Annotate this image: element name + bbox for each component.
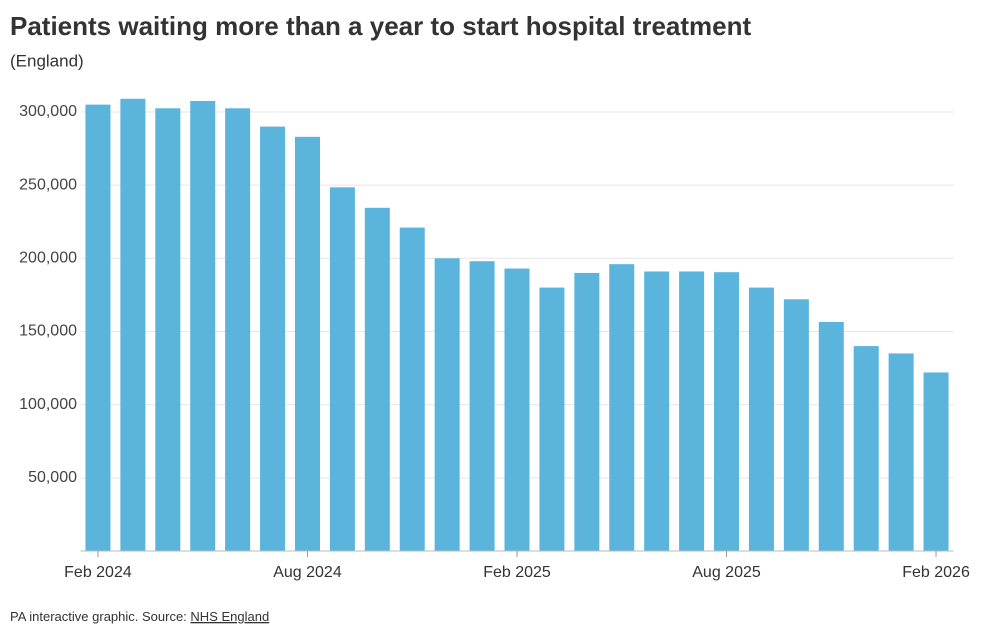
x-tick-label: Feb 2025 xyxy=(483,564,551,581)
bar xyxy=(364,207,390,552)
bar xyxy=(155,108,181,552)
bar xyxy=(225,108,251,552)
y-tick-label: 300,000 xyxy=(19,103,77,120)
bar xyxy=(120,98,146,552)
bar xyxy=(539,287,565,551)
bar xyxy=(469,261,495,551)
source-prefix: PA interactive graphic. Source: xyxy=(10,609,187,624)
bar xyxy=(294,136,320,552)
source-note: PA interactive graphic. Source: NHS Engl… xyxy=(10,609,269,624)
bar xyxy=(679,271,705,551)
x-tick-label: Feb 2026 xyxy=(902,564,970,581)
bar xyxy=(190,100,216,551)
x-tick-label: Aug 2025 xyxy=(692,564,761,581)
y-tick-label: 200,000 xyxy=(19,250,77,267)
bar xyxy=(434,258,460,551)
bar xyxy=(609,264,635,551)
bar xyxy=(748,287,774,551)
x-tick-label: Aug 2024 xyxy=(273,564,342,581)
bar xyxy=(818,321,844,551)
bar xyxy=(260,126,286,551)
chart-subtitle: (England) xyxy=(10,51,84,70)
y-tick-label: 150,000 xyxy=(19,323,77,340)
bar xyxy=(85,104,111,551)
y-tick-label: 50,000 xyxy=(28,469,77,486)
y-tick-label: 250,000 xyxy=(19,176,77,193)
bar xyxy=(644,271,670,551)
bar xyxy=(853,346,879,551)
bar xyxy=(888,353,914,551)
bar xyxy=(783,299,809,551)
source-link[interactable]: NHS England xyxy=(190,609,269,624)
bar xyxy=(504,268,530,551)
x-tick-label: Feb 2024 xyxy=(64,564,132,581)
chart-title: Patients waiting more than a year to sta… xyxy=(10,11,752,41)
bar xyxy=(923,372,949,551)
bar xyxy=(714,272,740,551)
bar xyxy=(399,227,425,552)
bar xyxy=(574,272,600,551)
bar xyxy=(329,187,355,552)
y-tick-label: 100,000 xyxy=(19,396,77,413)
